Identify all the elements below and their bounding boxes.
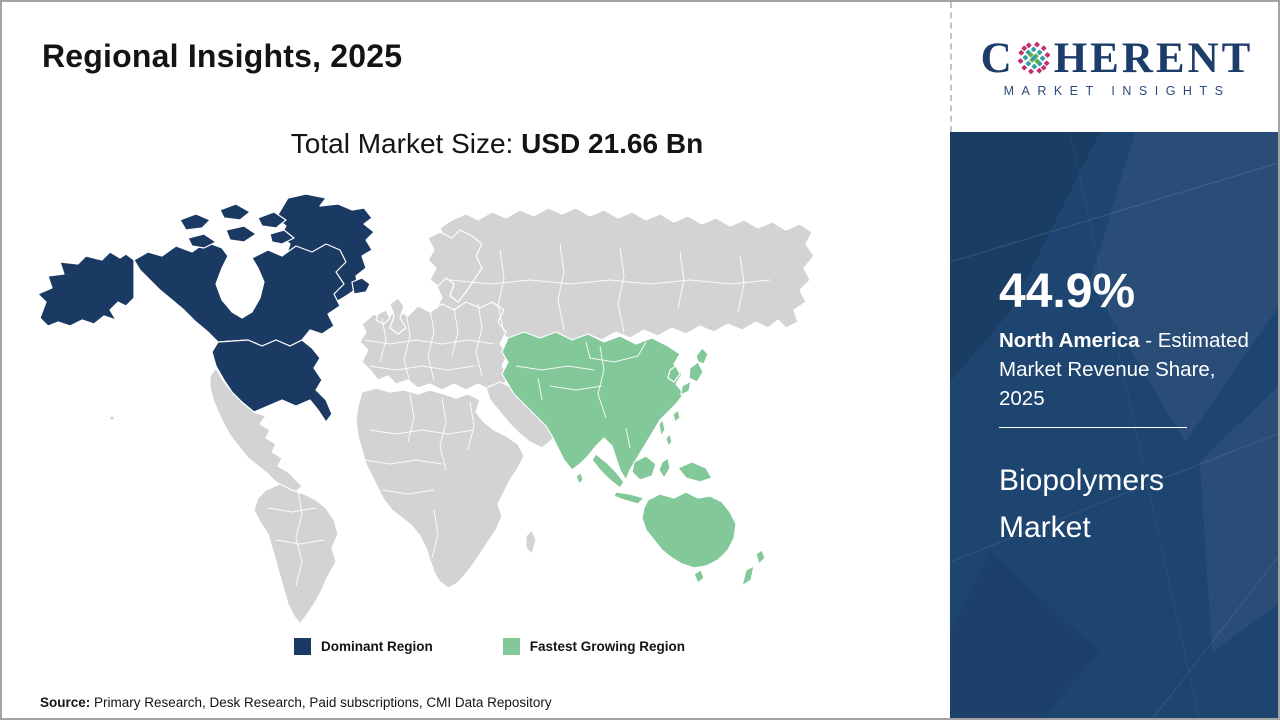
- source-line: Source: Primary Research, Desk Research,…: [40, 695, 552, 710]
- dominant-region-label: Dominant Region: [320, 639, 433, 654]
- legend-item-fastest: Fastest Growing Region: [502, 638, 685, 655]
- sidebar-map-texture: [950, 132, 1278, 718]
- brand-logo: C: [950, 2, 1278, 132]
- map-north-america: [37, 193, 375, 423]
- world-map: [30, 190, 820, 626]
- legend-item-dominant: Dominant Region: [293, 638, 433, 655]
- share-metric: - Estimated Market Revenue Share, 2025: [999, 329, 1249, 411]
- brand-letter-c: C: [980, 34, 1015, 82]
- total-market-size-label: Total Market Size:: [290, 128, 522, 159]
- source-label: Source:: [40, 695, 91, 710]
- dotted-globe-icon: [1017, 41, 1050, 75]
- sidebar-content: 44.9% North America - Estimated Market R…: [950, 265, 1278, 551]
- page-title: Regional Insights, 2025: [42, 38, 403, 74]
- share-description: North America - Estimated Market Revenue…: [999, 326, 1261, 413]
- market-name: Biopolymers Market: [999, 464, 1165, 544]
- map-legend: Dominant Region Fastest Growing Region: [2, 638, 947, 655]
- source-text: Primary Research, Desk Research, Paid su…: [90, 695, 552, 710]
- total-market-size: Total Market Size: USD 21.66 Bn: [77, 128, 917, 160]
- total-market-size-value: USD 21.66 Bn: [521, 128, 704, 159]
- fastest-growing-region-label: Fastest Growing Region: [529, 639, 685, 654]
- share-value: 44.9%: [999, 265, 1136, 318]
- share-region: North America: [999, 329, 1140, 352]
- fastest-growing-region-swatch: [502, 638, 520, 655]
- brand-letters-herent: HERENT: [1053, 34, 1254, 82]
- brand-tagline: MARKET INSIGHTS: [1003, 83, 1231, 98]
- dominant-region-swatch: [293, 638, 311, 655]
- highlight-sidebar: 44.9% North America - Estimated Market R…: [950, 132, 1278, 718]
- brand-wordmark: C: [981, 37, 1254, 80]
- map-country-borders: [267, 243, 771, 587]
- sidebar-divider: [999, 427, 1187, 429]
